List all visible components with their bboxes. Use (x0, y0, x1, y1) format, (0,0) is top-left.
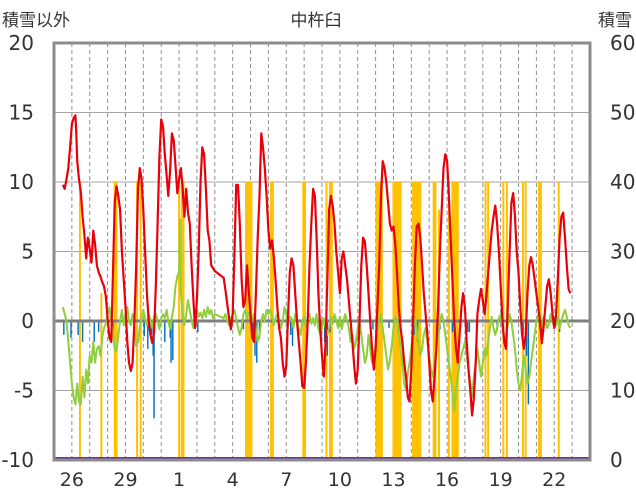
left-tick-label: -10 (1, 448, 34, 472)
left-tick-label: 5 (21, 240, 34, 264)
precip-bar (147, 321, 149, 349)
precip-bar (93, 321, 95, 342)
precip-bar (290, 321, 292, 335)
precip-bar (164, 321, 166, 342)
x-tick-label: 1 (173, 469, 185, 491)
precip-bar (323, 321, 326, 342)
precip-bar (522, 321, 524, 335)
x-axis-ticks: 26 29 1 4 7 10 13 16 19 22 (60, 469, 567, 491)
right-tick-label: 30 (610, 240, 635, 264)
x-tick-label: 19 (489, 469, 513, 491)
precip-bar (170, 321, 172, 363)
right-tick-label: 40 (610, 170, 635, 194)
x-tick-label: 10 (328, 469, 352, 491)
right-axis-ticks: 60 50 40 30 20 10 0 (610, 31, 635, 472)
precip-bar (466, 321, 469, 333)
precip-bar (112, 321, 114, 333)
left-tick-label: 15 (9, 101, 34, 125)
precip-bar (172, 321, 174, 360)
left-tick-label: -5 (14, 379, 34, 403)
x-tick-label: 13 (381, 469, 405, 491)
left-tick-label: 20 (9, 31, 34, 55)
precip-bar (70, 321, 72, 338)
series-line-red (61, 114, 572, 417)
x-tick-label: 22 (542, 469, 566, 491)
precip-bar (291, 321, 294, 347)
x-tick-label: 4 (227, 469, 239, 491)
precip-bar (468, 321, 471, 333)
right-tick-label: 60 (610, 31, 635, 55)
x-tick-label: 16 (435, 469, 459, 491)
left-tick-label: 0 (21, 309, 34, 333)
right-tick-label: 0 (610, 448, 623, 472)
right-axis-title: 積雪 (598, 11, 632, 31)
precip-bar (153, 321, 155, 419)
precip-bar (77, 321, 79, 335)
snow-bar (100, 293, 103, 460)
left-axis-ticks: 20 15 10 5 0 -5 -10 (1, 31, 34, 472)
precip-bar (197, 321, 199, 333)
precip-bar (326, 321, 329, 356)
precip-bar (81, 321, 84, 342)
chart-title: 中杵臼 (291, 11, 342, 31)
series-line-green (61, 218, 572, 413)
precip-bar (242, 321, 245, 330)
right-tick-label: 10 (610, 379, 635, 403)
x-tick-label: 26 (60, 469, 84, 491)
precip-bar (97, 321, 100, 333)
right-tick-label: 20 (610, 309, 635, 333)
precip-bar (527, 321, 530, 405)
precip-bar (388, 321, 390, 328)
horizontal-gridlines (54, 112, 590, 391)
plot-frame (52, 41, 592, 462)
x-tick-label: 29 (113, 469, 137, 491)
precip-bar (451, 321, 454, 333)
precip-bar (372, 321, 374, 330)
precip-bar (143, 321, 145, 337)
right-tick-label: 50 (610, 101, 635, 125)
x-tick-label: 7 (280, 469, 292, 491)
left-tick-label: 10 (9, 170, 34, 194)
precip-bar (252, 321, 254, 338)
left-axis-title: 積雪以外 (2, 11, 70, 31)
precip-bar (63, 321, 65, 335)
precip-bar (525, 321, 528, 356)
